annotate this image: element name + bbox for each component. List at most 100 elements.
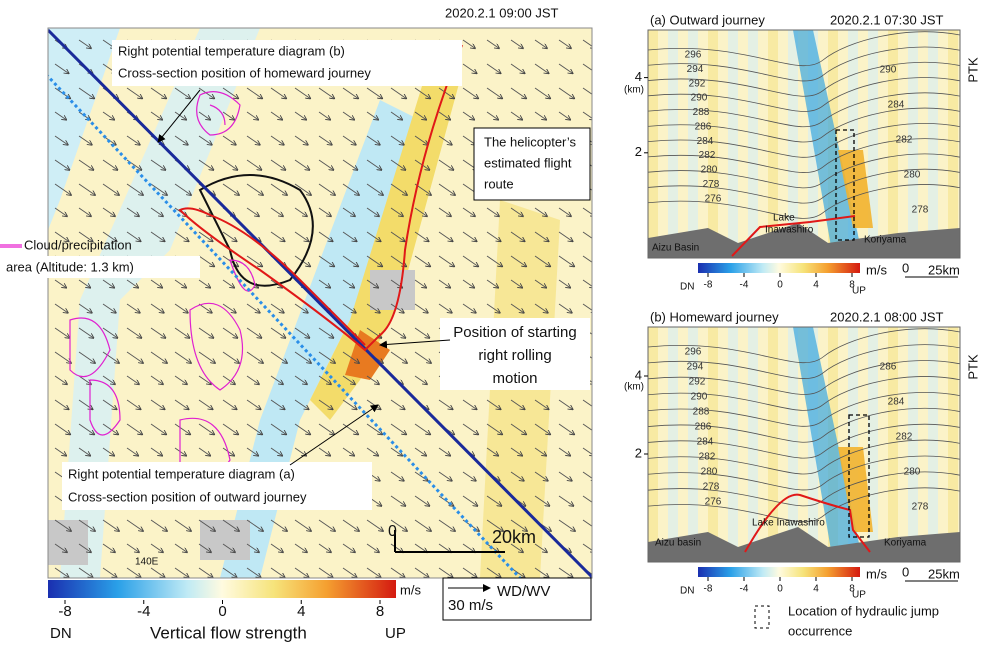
isentrope-label: 292 <box>689 377 706 388</box>
colorbar-tick-label: 0 <box>777 280 783 291</box>
isentrope-label: 284 <box>888 100 905 111</box>
panel-timestamp: 2020.2.1 07:30 JST <box>830 12 944 27</box>
colorbar-unit: m/s <box>400 582 421 597</box>
colorbar-tick-label: 4 <box>297 603 305 620</box>
hydraulic-legend: Location of hydraulic jump <box>788 603 939 618</box>
panel-title: (a) Outward journey <box>650 12 765 27</box>
up-label: UP <box>852 286 866 297</box>
colorbar <box>48 580 396 598</box>
annotation: estimated flight <box>484 155 572 170</box>
scale-distance: 20km <box>492 527 536 547</box>
colorbar <box>698 263 860 273</box>
hydraulic-legend-box <box>755 606 769 628</box>
isentrope-label: 282 <box>896 135 913 146</box>
isentrope-label: 288 <box>693 407 710 418</box>
figure: 2020.2.1 09:00 JST 140E 0 20km Right pot… <box>0 0 995 644</box>
isentrope-label: 290 <box>880 65 897 76</box>
scale-distance: 25km <box>928 262 960 277</box>
isentrope-label: 284 <box>697 437 714 448</box>
isentrope-label: 296 <box>685 347 702 358</box>
dn-label: DN <box>680 586 694 597</box>
scale-zero: 0 <box>388 523 397 540</box>
isentrope-label: 290 <box>691 93 708 104</box>
isentrope-label: 278 <box>912 502 929 513</box>
panel-title: (b) Homeward journey <box>650 309 779 324</box>
panel-stripe <box>928 30 938 258</box>
isentrope-label: 294 <box>687 362 704 373</box>
isentrope-label: 276 <box>705 497 722 508</box>
isentrope-label: 280 <box>904 467 921 478</box>
panel-stripe <box>908 327 918 562</box>
annotation: Cross-section position of homeward journ… <box>118 65 371 80</box>
isentrope-label: 278 <box>703 482 720 493</box>
map-timestamp: 2020.2.1 09:00 JST <box>445 5 559 20</box>
panel-stripe <box>748 30 758 258</box>
y-tick-label: 4 <box>635 69 642 84</box>
isentrope-label: 290 <box>691 392 708 403</box>
colorbar-title: Vertical flow strength <box>150 623 307 642</box>
place-label: Koriyama <box>884 538 927 549</box>
wind-speed: 30 m/s <box>448 597 493 614</box>
colorbar-tick-label: -8 <box>58 603 71 620</box>
colorbar-tick-label: -8 <box>704 280 713 291</box>
scale-zero: 0 <box>902 564 909 579</box>
place-label: Lake <box>773 213 795 224</box>
isentrope-label: 282 <box>896 432 913 443</box>
right-label: PTK <box>965 354 980 380</box>
panel-stripe <box>668 327 678 562</box>
y-unit: (km) <box>624 382 644 393</box>
colorbar-tick-label: -8 <box>704 584 713 595</box>
colorbar-unit: m/s <box>866 566 887 581</box>
y-tick-label: 4 <box>635 367 642 382</box>
annotation: motion <box>492 370 537 387</box>
colorbar-tick-label: 0 <box>777 584 783 595</box>
isentrope-label: 286 <box>695 121 712 132</box>
y-tick-label: 2 <box>635 144 642 159</box>
up-label: UP <box>852 590 866 601</box>
annotation: The helicopter’s <box>484 134 577 149</box>
colorbar-tick-label: 4 <box>813 584 819 595</box>
colorbar-tick-label: -4 <box>740 280 749 291</box>
isentrope-label: 282 <box>699 452 716 463</box>
panel-timestamp: 2020.2.1 08:00 JST <box>830 309 944 324</box>
place-label: Lake Inawashiro <box>752 518 825 529</box>
annotation: right rolling <box>478 347 551 364</box>
isentrope-label: 282 <box>699 150 716 161</box>
annotation: area (Altitude: 1.3 km) <box>6 259 134 274</box>
colorbar-unit: m/s <box>866 262 887 277</box>
colorbar-tick-label: -4 <box>137 603 150 620</box>
isentrope-label: 284 <box>697 136 714 147</box>
isentrope-label: 280 <box>701 165 718 176</box>
isentrope-label: 296 <box>685 50 702 61</box>
scale-zero: 0 <box>902 260 909 275</box>
isentrope-label: 286 <box>880 362 897 373</box>
isentrope-label: 278 <box>912 205 929 216</box>
isentrope-label: 286 <box>695 422 712 433</box>
y-tick-label: 2 <box>635 445 642 460</box>
place-label: Koriyama <box>864 235 907 246</box>
isentrope-label: 276 <box>705 193 722 204</box>
hydraulic-legend: occurrence <box>788 623 852 638</box>
scale-distance: 25km <box>928 566 960 581</box>
right-label: PTK <box>965 57 980 83</box>
colorbar <box>698 567 860 577</box>
isentrope-label: 294 <box>687 64 704 75</box>
place-label: Inawashiro <box>765 225 814 236</box>
place-label: Aizu Basin <box>652 243 699 254</box>
isentrope-label: 280 <box>701 467 718 478</box>
panel-stripe <box>928 327 938 562</box>
colorbar-tick-label: -4 <box>740 584 749 595</box>
colorbar-tick-label: 8 <box>376 603 384 620</box>
annotation: Right potential temperature diagram (b) <box>118 43 345 58</box>
annotation: Cloud/precipitation <box>24 237 132 252</box>
up-label: UP <box>385 625 406 642</box>
dn-label: DN <box>50 625 72 642</box>
annotation: Position of starting <box>453 324 576 341</box>
annotation: Cross-section position of outward journe… <box>68 489 307 504</box>
dn-label: DN <box>680 282 694 293</box>
colorbar-tick-label: 0 <box>218 603 226 620</box>
isentrope-label: 280 <box>904 170 921 181</box>
isentrope-label: 278 <box>703 179 720 190</box>
isentrope-label: 292 <box>689 78 706 89</box>
annotation: route <box>484 176 514 191</box>
